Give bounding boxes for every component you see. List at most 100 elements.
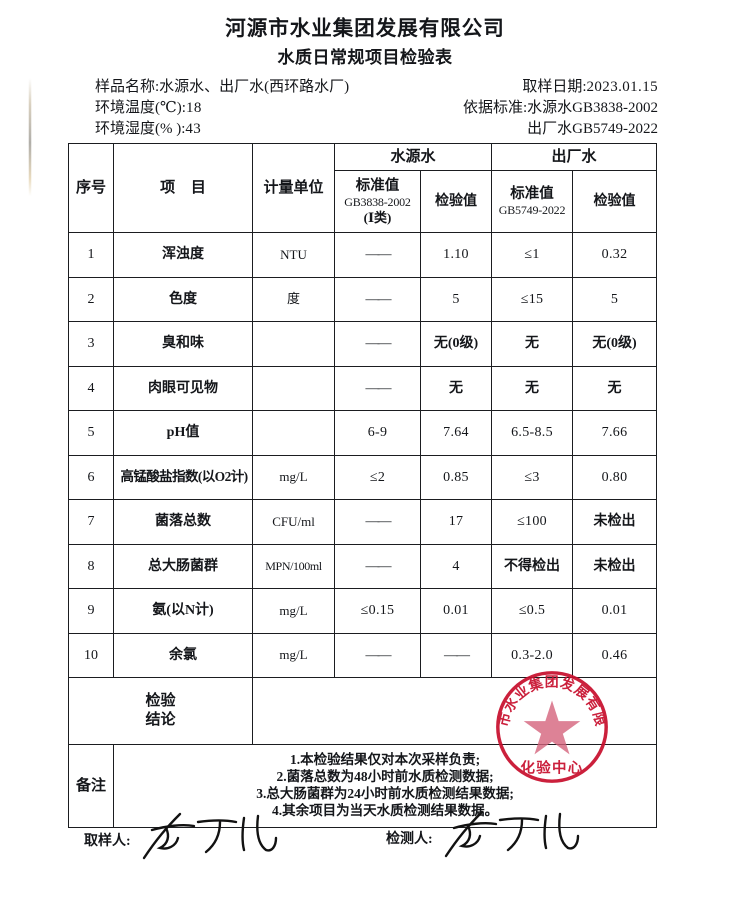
remarks-label: 备注 — [68, 744, 114, 828]
col-header-no: 序号 — [68, 143, 114, 233]
outlet-standard-label: 标准值 — [510, 185, 554, 202]
cell-row-number: 3 — [68, 321, 114, 367]
cell-outlet-standard: 无 — [491, 321, 574, 367]
remark-line: 4.其余项目为当天水质检测结果数据。 — [271, 802, 499, 818]
cell-unit: mg/L — [252, 632, 335, 678]
conclusion-label-line2: 结论 — [145, 712, 176, 728]
cell-row-number: 1 — [68, 232, 114, 278]
row-conclusion: 检验 结论 — [68, 677, 658, 745]
cell-source-standard: ≤2 — [334, 454, 421, 500]
cell-row-number: 9 — [68, 588, 114, 634]
cell-item-name: 总大肠菌群 — [113, 543, 253, 589]
cell-outlet-standard: 无 — [491, 365, 574, 411]
sampling-date-value: 2023.01.15 — [586, 78, 658, 95]
cell-unit: CFU/ml — [252, 499, 335, 545]
meta-row-humidity: 环境湿度(% ):43 出厂水GB5749-2022 — [95, 119, 658, 140]
table-row: 2 色度度 —— 5 ≤15 5 — [68, 276, 658, 322]
cell-unit — [252, 410, 335, 456]
cell-row-number: 4 — [68, 365, 114, 411]
cell-row-number: 7 — [68, 499, 114, 545]
cell-source-standard: —— — [334, 632, 421, 678]
tester-signature-mark — [444, 810, 580, 858]
cell-source-standard: —— — [334, 499, 421, 545]
cell-source-standard: 6-9 — [334, 410, 421, 456]
table-head: 序号 项 目 计量单位 水源水 出厂水 标准值 GB3838-2002 (Ⅰ类)… — [68, 143, 658, 233]
col-header-source-standard: 标准值 GB3838-2002 (Ⅰ类) — [334, 170, 421, 233]
tester-signature-block: 检测人: — [386, 810, 580, 858]
table-row: 5 pH值 6-9 7.64 6.5-8.5 7.66 — [68, 410, 658, 456]
cell-source-test-value: 0.01 — [419, 588, 493, 634]
sampler-signature-mark — [142, 812, 278, 860]
cell-source-test-value: 7.64 — [419, 410, 493, 456]
cell-outlet-standard: ≤0.5 — [491, 588, 574, 634]
report-table-wrap: 序号 项 目 计量单位 水源水 出厂水 标准值 GB3838-2002 (Ⅰ类)… — [68, 143, 658, 828]
basis-standard-source-value: 水源水GB3838-2002 — [527, 99, 658, 116]
cell-outlet-test-value: 0.01 — [572, 588, 658, 634]
sampling-date-label: 取样日期: — [522, 78, 587, 95]
cell-item-name: 浑浊度 — [113, 232, 253, 278]
cell-outlet-test-value: 未检出 — [572, 543, 658, 589]
cell-source-test-value: 1.10 — [419, 232, 493, 278]
cell-outlet-standard: 6.5-8.5 — [491, 410, 574, 456]
meta-block: 样品名称:水源水、出厂水(西环路水厂) 取样日期:2023.01.15 环境温度… — [0, 77, 730, 140]
cell-unit: mg/L — [252, 454, 335, 500]
cell-outlet-test-value: 0.46 — [572, 632, 658, 678]
cell-outlet-standard: 0.3-2.0 — [491, 632, 574, 678]
ambient-humidity-label: 环境湿度(% ): — [95, 120, 186, 137]
col-header-unit: 计量单位 — [252, 143, 335, 233]
remark-line: 2.菌落总数为48小时前水质检测数据; — [276, 769, 494, 785]
table-row: 6 高锰酸盐指数(以O2计) mg/L ≤2 0.85 ≤3 0.80 — [68, 454, 658, 500]
col-header-outlet-standard: 标准值 GB5749-2022 — [491, 170, 574, 233]
remark-line: 1.本检验结果仅对本次采样负责; — [289, 752, 481, 768]
ambient-temperature-label: 环境温度(℃): — [95, 99, 186, 116]
conclusion-value — [251, 677, 658, 745]
cell-item-name: 菌落总数 — [113, 499, 253, 545]
sampling-date: 取样日期:2023.01.15 — [522, 77, 658, 98]
basis-standard-source: 依据标准:水源水GB3838-2002 — [463, 98, 658, 119]
table-row: 3 臭和味 —— 无(0级) 无无(0级) — [68, 321, 658, 367]
cell-outlet-test-value: 无(0级) — [572, 321, 658, 367]
cell-outlet-test-value: 未检出 — [572, 499, 658, 545]
tester-label: 检测人: — [386, 832, 433, 847]
outlet-standard-code: GB5749-2022 — [498, 203, 566, 218]
cell-item-name: 高锰酸盐指数(以O2计) — [113, 454, 253, 500]
cell-source-standard: —— — [334, 543, 421, 589]
col-header-source-test: 检验值 — [419, 170, 493, 233]
col-header-outlet-test: 检验值 — [572, 170, 658, 233]
company-title: 河源市水业集团发展有限公司 — [225, 18, 505, 40]
cell-item-name: 氨(以N计) — [113, 588, 253, 634]
meta-row-sample: 样品名称:水源水、出厂水(西环路水厂) 取样日期:2023.01.15 — [95, 77, 658, 98]
conclusion-label: 检验 结论 — [68, 677, 253, 745]
cell-source-test-value: 无(0级) — [419, 321, 493, 367]
cell-source-test-value: 5 — [419, 276, 493, 322]
cell-outlet-test-value: 5 — [572, 276, 658, 322]
sampler-signature-block: 取样人: — [84, 812, 278, 860]
table-row: 9 氨(以N计) mg/L ≤0.15 0.01 ≤0.5 0.01 — [68, 588, 658, 634]
cell-outlet-standard: ≤1 — [491, 232, 574, 278]
cell-outlet-standard: ≤15 — [491, 276, 574, 322]
cell-item-name: 余氯 — [113, 632, 253, 678]
cell-unit: NTU — [252, 232, 335, 278]
report-title: 水质日常规项目检验表 — [277, 47, 453, 67]
cell-source-standard: —— — [334, 321, 421, 367]
conclusion-label-line1: 检验 — [145, 693, 176, 710]
table-body: 1 浑浊度 NTU —— 1.10 ≤1 0.32 2 色度度 —— 5 ≤15 5 3 臭和味 —— 无(0级… — [68, 232, 658, 678]
basis-standard-label: 依据标准: — [462, 99, 528, 116]
cell-item-name: 色度 — [113, 276, 253, 322]
meta-row-temperature: 环境温度(℃):18 依据标准:水源水GB3838-2002 — [95, 98, 658, 119]
col-group-header-source-water: 水源水 — [333, 143, 493, 171]
cell-source-standard: —— — [334, 365, 421, 411]
sampler-label: 取样人: — [84, 834, 131, 849]
ambient-temperature: 环境温度(℃):18 — [95, 98, 202, 119]
table-row: 8 总大肠菌群 MPN/100ml —— 4 不得检出 未检出 — [68, 543, 658, 589]
cell-row-number: 2 — [68, 276, 114, 322]
cell-outlet-test-value: 0.80 — [572, 454, 658, 500]
cell-item-name: 肉眼可见物 — [113, 365, 253, 411]
water-quality-table: 序号 项 目 计量单位 水源水 出厂水 标准值 GB3838-2002 (Ⅰ类)… — [68, 143, 658, 828]
cell-row-number: 10 — [68, 632, 114, 678]
table-row: 10 余氯 mg/L —— —— 0.3-2.0 0.46 — [68, 632, 658, 678]
basis-standard-outlet: 出厂水GB5749-2022 — [527, 120, 658, 137]
cell-outlet-test-value: 7.66 — [572, 410, 658, 456]
cell-outlet-test-value: 无 — [572, 365, 658, 411]
